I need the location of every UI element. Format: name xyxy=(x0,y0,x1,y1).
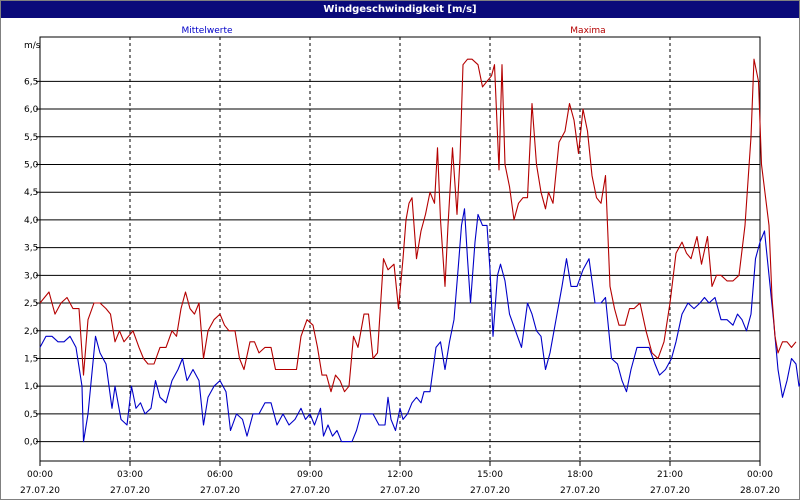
x-tick-label-date: 27.07.20 xyxy=(470,486,510,496)
y-axis: m/s 0,0 0,5 1,0 1,5 2,0 2,5 3,0 3,5 4,0 4,5 5,0 5,5 6… xyxy=(24,41,41,448)
y-tick-label: 1,5 xyxy=(24,354,38,364)
x-tick-label-time: 21:00 xyxy=(657,470,683,480)
grid-lines xyxy=(40,37,760,461)
x-tick-label-time: 09:00 xyxy=(297,470,323,480)
legend-label-mittelwerte: Mittelwerte xyxy=(181,26,232,36)
x-tick-label-time: 15:00 xyxy=(477,470,503,480)
x-tick-label-date: 27.07.20 xyxy=(20,486,60,496)
y-tick-label: 0,0 xyxy=(24,438,39,448)
legend: Mittelwerte Maxima xyxy=(181,26,605,36)
x-tick-label-date: 27.07.20 xyxy=(650,486,690,496)
y-tick-label: 1,0 xyxy=(24,382,39,392)
y-tick-label: 6,0 xyxy=(24,105,39,115)
y-tick-label: 4,5 xyxy=(24,188,38,198)
series-line-maxima xyxy=(39,58,797,393)
x-tick-label-time: 18:00 xyxy=(567,470,593,480)
y-tick-label: 0,5 xyxy=(24,410,38,420)
x-tick-label-date: 27.07.20 xyxy=(110,486,150,496)
x-tick-label-time: 03:00 xyxy=(117,470,143,480)
x-tick-label-time: 00:00 xyxy=(747,470,773,480)
y-axis-unit-label: m/s xyxy=(24,41,41,51)
y-tick-label: 6,5 xyxy=(24,77,38,87)
x-tick-label-date: 27.07.20 xyxy=(200,486,240,496)
x-tick-label-time: 00:00 xyxy=(27,470,53,480)
chart-title: Windgeschwindigkeit [m/s] xyxy=(1,1,799,18)
y-tick-label: 5,5 xyxy=(24,133,38,143)
series-line-mittelwerte xyxy=(39,208,800,443)
x-tick-label-date: 27.07.20 xyxy=(560,486,600,496)
y-tick-label: 2,5 xyxy=(24,299,38,309)
y-tick-label: 2,0 xyxy=(24,327,39,337)
x-axis: 00:00 27.07.20 03:00 27.07.20 06:00 27.07.20 0… xyxy=(20,461,780,496)
x-tick-label-date: 28.07.20 xyxy=(740,486,780,496)
y-tick-label: 5,0 xyxy=(24,160,39,170)
y-tick-label: 3,5 xyxy=(24,244,38,254)
y-tick-label: 3,0 xyxy=(24,271,39,281)
series-lines xyxy=(39,58,800,443)
x-tick-label-date: 27.07.20 xyxy=(290,486,330,496)
x-tick-label-time: 06:00 xyxy=(207,470,233,480)
legend-label-maxima: Maxima xyxy=(570,26,605,36)
x-tick-label-time: 12:00 xyxy=(387,470,413,480)
y-tick-label: 4,0 xyxy=(24,216,39,226)
x-tick-label-date: 27.07.20 xyxy=(380,486,420,496)
